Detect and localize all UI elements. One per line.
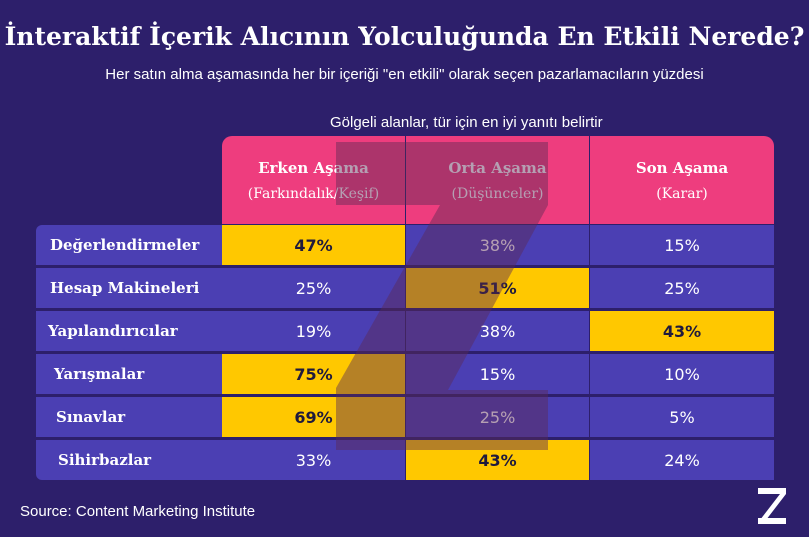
column-header-name: Erken Aşama: [258, 158, 369, 177]
value-cell: 19%: [222, 311, 405, 351]
value-cell: 25%: [222, 268, 405, 308]
source-note: Source: Content Marketing Institute: [20, 503, 256, 520]
column-header-name: Son Aşama: [635, 158, 729, 177]
page-subtitle: Her satın alma aşamasında her bir içeriğ…: [105, 66, 704, 83]
best-value-cell: 43%: [590, 311, 774, 351]
column-header-subtitle: (Düşünceler): [451, 185, 544, 202]
value-cell: 25%: [406, 397, 589, 437]
row-label: Yapılandırıcılar: [36, 311, 222, 351]
value-cell: 38%: [406, 311, 589, 351]
value-cell: 25%: [590, 268, 774, 308]
column-header-subtitle: (Farkındalık/Keşif): [247, 185, 380, 202]
value-cell: 15%: [406, 354, 589, 394]
column-header-subtitle: (Karar): [656, 185, 708, 202]
value-cell: 24%: [590, 440, 774, 480]
best-value-cell: 69%: [222, 397, 405, 437]
row-label: Değerlendirmeler: [36, 225, 222, 265]
row-label: Yarışmalar: [36, 354, 222, 394]
row-label: Sihirbazlar: [36, 440, 222, 480]
row-label: Sınavlar: [36, 397, 222, 437]
table-note: Gölgeli alanlar, tür için en iyi yanıtı …: [330, 114, 603, 131]
best-value-cell: 43%: [406, 440, 589, 480]
value-cell: 33%: [222, 440, 405, 480]
best-value-cell: 47%: [222, 225, 405, 265]
page-title: İnteraktif İçerik Alıcının Yolculuğunda …: [4, 22, 805, 51]
best-value-cell: 75%: [222, 354, 405, 394]
value-cell: 10%: [590, 354, 774, 394]
row-label: Hesap Makineleri: [36, 268, 222, 308]
column-header: Orta Aşama (Düşünceler): [406, 136, 589, 224]
column-header-name: Orta Aşama: [448, 158, 547, 177]
z-logo-icon: [758, 488, 786, 524]
value-cell: 15%: [590, 225, 774, 265]
best-value-cell: 51%: [406, 268, 589, 308]
column-header: Erken Aşama (Farkındalık/Keşif): [222, 136, 405, 224]
value-cell: 38%: [406, 225, 589, 265]
column-header: Son Aşama (Karar): [590, 136, 774, 224]
value-cell: 5%: [590, 397, 774, 437]
